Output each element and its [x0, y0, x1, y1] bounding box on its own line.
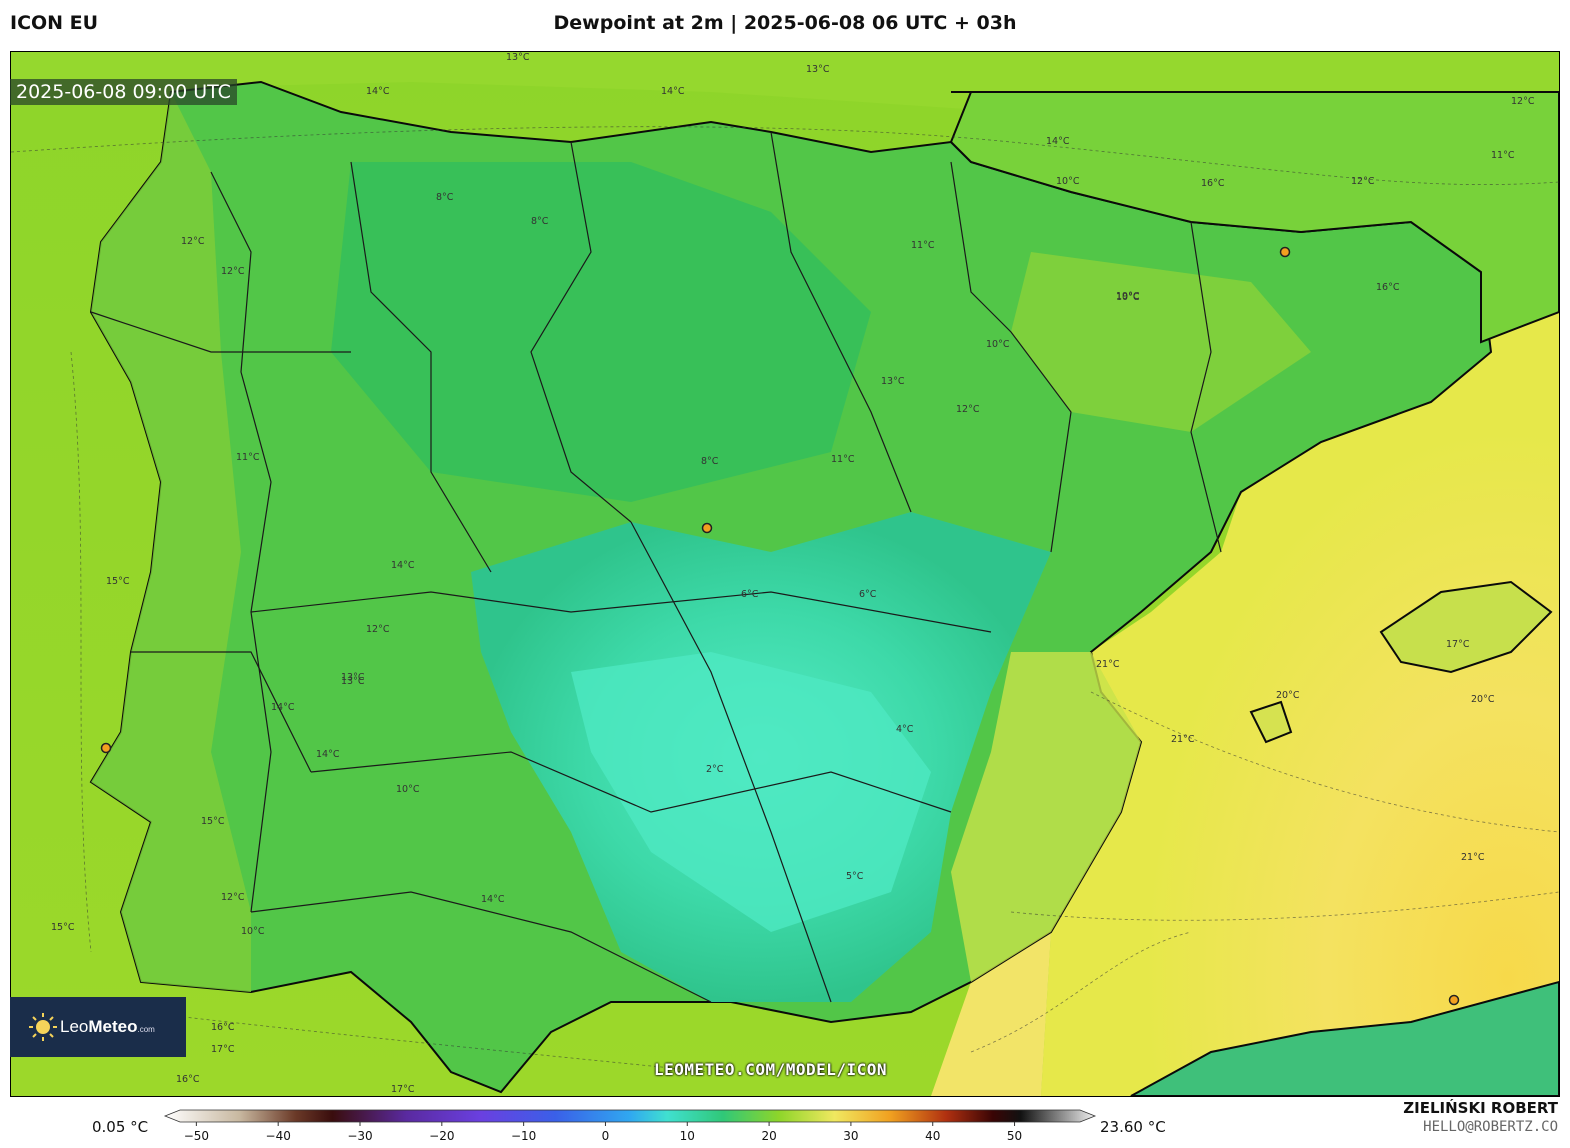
alboran-sea: [931, 932, 1051, 1096]
isotherm-label: 10°C: [1116, 292, 1140, 303]
colorbar-tick-label: 0: [602, 1129, 610, 1143]
mallorca: [1379, 580, 1553, 674]
isotherm-label: 12°C: [221, 266, 245, 277]
isotherm-label: 14°C: [1046, 136, 1070, 147]
isotherm-label: 5°C: [846, 871, 864, 882]
colorbar-tick-label: −20: [429, 1129, 454, 1143]
france-land: [949, 91, 1559, 344]
northern-plateau: [331, 162, 871, 502]
la-mancha-driest: [571, 652, 931, 932]
isotherm-label: 16°C: [1201, 178, 1225, 189]
author-name: ZIELIŃSKI ROBERT: [1403, 1099, 1558, 1117]
url-watermark: LEOMETEO.COM/MODEL/ICON: [654, 1060, 888, 1079]
ibiza: [1249, 700, 1293, 744]
isotherm-label: 16°C: [1376, 282, 1400, 293]
colorbar-tick-label: −10: [511, 1129, 536, 1143]
region-borders: [90, 131, 1222, 1003]
isotherm-label: 8°C: [701, 456, 719, 467]
isotherm-label: 13°C: [881, 376, 905, 387]
isotherm-label: 11°C: [236, 452, 260, 463]
contour-labels: 13°C13°C14°C14°C14°C12°C11°C12°C12°C8°C8…: [51, 52, 1535, 1095]
isotherm-label: 14°C: [366, 86, 390, 97]
isotherm-label: 11°C: [1491, 150, 1515, 161]
north-africa: [1130, 980, 1559, 1096]
min-value-label: 0.05 °C: [92, 1118, 149, 1136]
city-marker-lisbon[interactable]: [100, 742, 112, 754]
isotherm-label: 4°C: [896, 724, 914, 735]
mediterranean-sea: [1041, 312, 1559, 1096]
city-marker-algiers[interactable]: [1448, 994, 1460, 1006]
isotherm-label: 13°C: [341, 676, 365, 687]
isotherm-label: 15°C: [201, 816, 225, 827]
isotherm-label: 10°C: [1056, 176, 1080, 187]
ebro-valley: [1011, 252, 1311, 432]
isotherm-label: 14°C: [481, 894, 505, 905]
isotherm-label: 12°C: [1351, 176, 1375, 187]
colorbar-tick-label: −40: [266, 1129, 291, 1143]
isotherm-label: 11°C: [911, 240, 935, 251]
isotherm-label: 16°C: [176, 1074, 200, 1085]
map-title: Dewpoint at 2m | 2025-06-08 06 UTC + 03h: [553, 12, 1017, 34]
isotherm-label: 10°C: [986, 339, 1010, 350]
isotherm-label: 16°C: [211, 1022, 235, 1033]
portugal-coastal-band: [91, 92, 251, 992]
max-value-label: 23.60 °C: [1100, 1118, 1166, 1136]
isotherm-label: 17°C: [1446, 639, 1470, 650]
isotherm-label: 11°C: [831, 454, 855, 465]
isotherm-label: 19°C: [1116, 291, 1140, 302]
isotherm-label: 6°C: [859, 589, 877, 600]
isotherm-label: 12°C: [181, 236, 205, 247]
isotherm-label: 20°C: [1276, 690, 1300, 701]
isotherm-label: 8°C: [531, 216, 549, 227]
isotherm-label: 14°C: [661, 86, 685, 97]
colorbar-tick-label: 50: [1007, 1129, 1022, 1143]
colorbar-tick-label: −50: [184, 1129, 209, 1143]
colorbar-tick-label: −30: [347, 1129, 372, 1143]
isotherm-label: 20°C: [1471, 694, 1495, 705]
isotherm-label: 12°C: [221, 892, 245, 903]
author-email[interactable]: HELLO@ROBERTZ.CO: [1423, 1119, 1558, 1135]
valid-time-label: 2025-06-08 09:00 UTC: [10, 79, 237, 105]
isotherm-label: 17°C: [211, 1044, 235, 1055]
isotherm-label: 12°C: [366, 624, 390, 635]
isotherm-label: 13°C: [506, 52, 530, 63]
isotherm-label: 17°C: [391, 1084, 415, 1095]
sun-icon: [29, 1013, 57, 1041]
colorbar-tick-label: 10: [680, 1129, 695, 1143]
isotherm-label: 6°C: [741, 589, 759, 600]
map-canvas: 13°C13°C14°C14°C14°C12°C11°C12°C12°C8°C8…: [11, 52, 1559, 1096]
city-markers: [100, 246, 1460, 1006]
east-coast-band: [951, 652, 1141, 982]
isotherm-label: 21°C: [1096, 659, 1120, 670]
isotherm-label: 12°C: [1511, 96, 1535, 107]
isotherm-label: 13°C: [341, 672, 365, 683]
model-label: ICON EU: [10, 12, 99, 34]
isotherm-label: 14°C: [316, 749, 340, 760]
colorbar-legend: −50 −40 −30 −20 −10 0 10 20 30 40 50: [163, 1109, 1097, 1143]
isotherm-label: 13°C: [806, 64, 830, 75]
isotherm-label: 10°C: [241, 926, 265, 937]
colorbar-tick-label: 20: [761, 1129, 776, 1143]
isotherm-label: 14°C: [271, 702, 295, 713]
isotherm-label: 12°C: [956, 404, 980, 415]
isotherm-label: 10°C: [396, 784, 420, 795]
logo-text: LeoMeteo.com: [60, 1017, 155, 1036]
isotherm-label: 2°C: [706, 764, 724, 775]
city-marker-madrid[interactable]: [701, 522, 713, 534]
isotherm-label: 8°C: [436, 192, 454, 203]
isotherm-label: 21°C: [1461, 852, 1485, 863]
isotherm-label: 15°C: [106, 576, 130, 587]
colorbar-tick-label: 30: [843, 1129, 858, 1143]
dewpoint-map[interactable]: 13°C 13°C 14°C 14°C 14°C 12°C 11°C 12°C 12°C 8°C 8…: [10, 51, 1560, 1097]
isotherm-label: 14°C: [391, 560, 415, 571]
isotherm-label: 21°C: [1171, 734, 1195, 745]
dewpoint-contours: [11, 126, 1559, 1073]
city-marker-andorra[interactable]: [1279, 246, 1291, 258]
leometeo-logo[interactable]: LeoMeteo.com: [10, 997, 186, 1057]
colorbar-tick-label: 40: [925, 1129, 940, 1143]
isotherm-label: 15°C: [51, 922, 75, 933]
